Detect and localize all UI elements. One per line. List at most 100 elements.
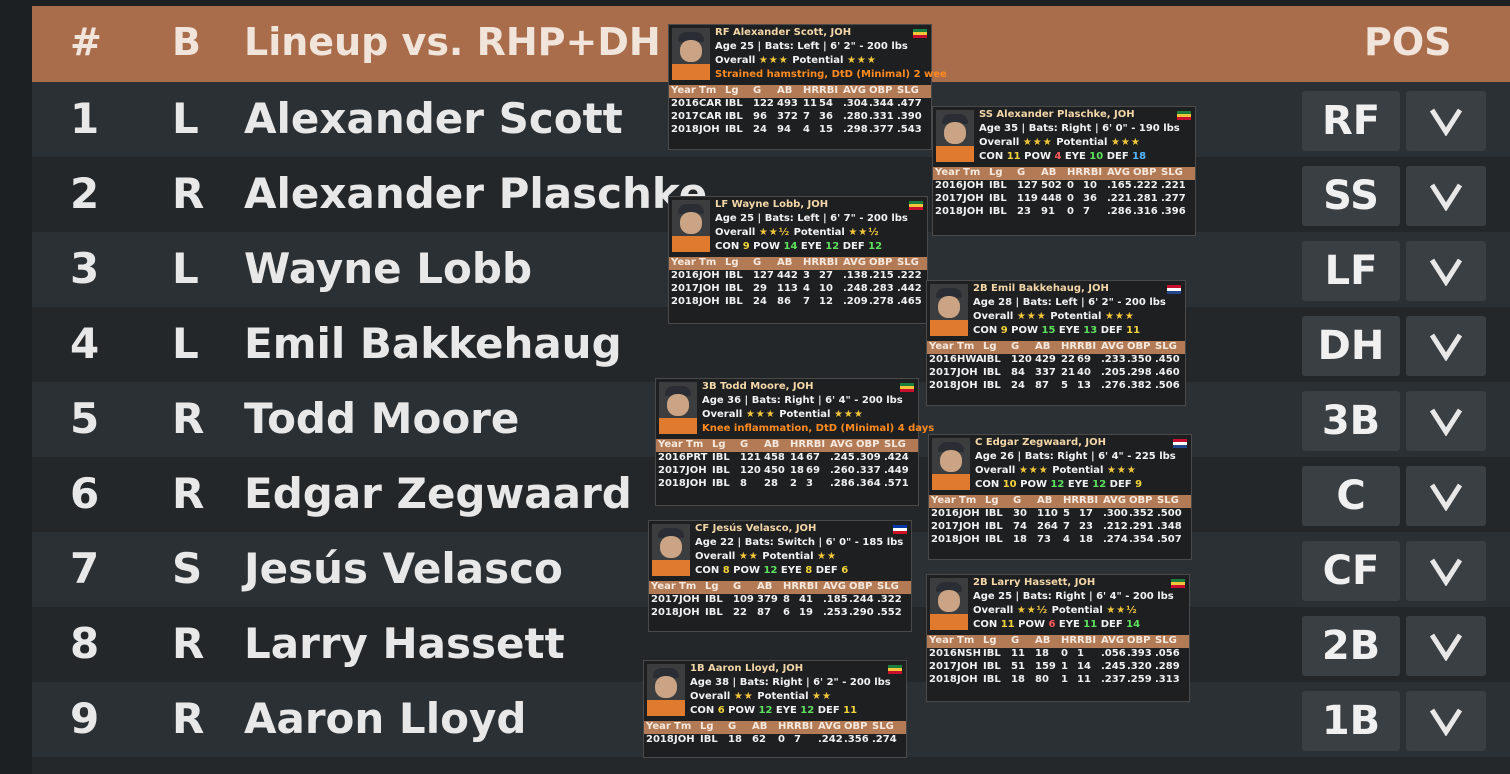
stats-cell: 7: [1083, 206, 1090, 217]
position-value[interactable]: CF: [1302, 541, 1400, 601]
stats-cell: 51: [1011, 661, 1025, 672]
stats-header-row: Year Tm Lg G AB HR RBI AVG OBP SLG: [669, 257, 927, 270]
position-value[interactable]: LF: [1302, 241, 1400, 301]
stats-header-g: G: [1011, 635, 1020, 646]
lineup-row[interactable]: 4 L Emil Bakkehaug DH: [32, 307, 1510, 382]
position-dropdown-button[interactable]: [1406, 316, 1486, 376]
position-dropdown-button[interactable]: [1406, 166, 1486, 226]
player-name[interactable]: Aaron Lloyd: [244, 694, 527, 743]
stats-header-slg: SLG: [884, 439, 906, 450]
position-value[interactable]: 3B: [1302, 391, 1400, 451]
player-name[interactable]: Jesús Velasco: [244, 544, 563, 593]
pow-label: POW: [1024, 151, 1055, 162]
player-card: C Edgar Zegwaard, JOH Age 26 | Bats: Righ…: [928, 434, 1192, 560]
con-label: CON: [973, 325, 1001, 336]
column-header-number[interactable]: #: [70, 20, 102, 64]
stats-cell: 2016: [658, 452, 686, 463]
column-header-position[interactable]: POS: [1364, 20, 1452, 64]
stats-cell: .377: [869, 124, 894, 135]
stats-cell: 3: [803, 270, 810, 281]
stats-cell: .056: [1101, 648, 1126, 659]
stats-cell: 1: [1077, 648, 1084, 659]
stats-cell: IBL: [725, 270, 743, 281]
stats-cell: .222: [1133, 180, 1158, 191]
stats-cell: JOH: [959, 534, 980, 545]
position-dropdown-button[interactable]: [1406, 616, 1486, 676]
stats-cell: 12: [819, 296, 833, 307]
def-value: 12: [868, 241, 883, 252]
overall-label: Overall: [973, 311, 1017, 322]
stats-header-hr: HR: [803, 85, 820, 96]
card-bio: Age 38 | Bats: Right | 6' 2" - 200 lbs: [690, 677, 891, 688]
player-name[interactable]: Edgar Zegwaard: [244, 469, 632, 518]
stats-cell: 28: [764, 478, 778, 489]
stats-cell: .138: [843, 270, 868, 281]
stats-cell: .316: [1133, 206, 1158, 217]
stats-header-obp: OBP: [869, 85, 893, 96]
chevron-down-icon: [1429, 633, 1463, 661]
def-label: DEF: [1109, 479, 1136, 490]
position-value[interactable]: 2B: [1302, 616, 1400, 676]
stats-cell: HWA: [957, 354, 984, 365]
player-name[interactable]: Todd Moore: [244, 394, 520, 443]
stats-cell: 448: [1041, 193, 1062, 204]
stats-cell: 2017: [658, 465, 686, 476]
stats-row: 2017 JOH IBL 74 264 7 23 .212.291.348: [929, 521, 1191, 534]
overall-label: Overall: [702, 409, 746, 420]
stats-cell: .233: [1101, 354, 1126, 365]
stats-row: 2017 JOH IBL 119 448 0 36 .221.281.277: [933, 193, 1195, 206]
stats-header-rbi: RBI: [1079, 495, 1099, 506]
position-dropdown-button[interactable]: [1406, 691, 1486, 751]
card-ratings: Overall ★★★ Potential ★★★: [702, 409, 864, 420]
def-label: DEF: [815, 565, 842, 576]
player-card: 3B Todd Moore, JOH Age 36 | Bats: Right |…: [655, 378, 934, 506]
stats-header-row: Year Tm Lg G AB HR RBI AVG OBP SLG: [649, 581, 911, 594]
stats-cell: NSH: [957, 648, 981, 659]
position-dropdown-button[interactable]: [1406, 541, 1486, 601]
stats-header-lg: Lg: [989, 167, 1003, 178]
stats-cell: 18: [728, 734, 742, 745]
pow-label: POW: [733, 565, 764, 576]
overall-label: Overall: [690, 691, 734, 702]
stats-cell: 2016: [929, 354, 957, 365]
stats-header-year: Year: [651, 581, 676, 592]
stats-cell: 27: [819, 270, 833, 281]
player-card: RF Alexander Scott, JOH Age 25 | Bats: Le…: [668, 24, 947, 150]
position-value[interactable]: DH: [1302, 316, 1400, 376]
stats-cell: IBL: [712, 465, 730, 476]
card-tools: CON 6 POW 12 EYE 12 DEF 11: [690, 705, 857, 716]
card-title: LF Wayne Lobb, JOH: [715, 199, 829, 210]
stats-header-hr: HR: [803, 257, 820, 268]
card-title: 1B Aaron Lloyd, JOH: [690, 663, 804, 674]
position-value[interactable]: RF: [1302, 91, 1400, 151]
country-flag-icon: [913, 29, 927, 38]
position-dropdown-button[interactable]: [1406, 91, 1486, 151]
player-name[interactable]: Larry Hassett: [244, 619, 565, 668]
overall-label: Overall: [715, 55, 759, 66]
card-tools: CON 9 POW 14 EYE 12 DEF 12: [715, 241, 882, 252]
stats-cell: 120: [1011, 354, 1032, 365]
stats-cell: .244: [849, 594, 874, 605]
position-value[interactable]: 1B: [1302, 691, 1400, 751]
position-dropdown-button[interactable]: [1406, 391, 1486, 451]
stats-header-lg: Lg: [705, 581, 719, 592]
pow-value: 12: [758, 705, 776, 716]
player-name[interactable]: Emil Bakkehaug: [244, 319, 622, 368]
player-name[interactable]: Wayne Lobb: [244, 244, 533, 293]
jersey-shape: [672, 236, 710, 252]
stats-cell: .260: [830, 465, 855, 476]
player-name[interactable]: Alexander Plaschke: [244, 169, 708, 218]
stats-cell: 119: [1017, 193, 1038, 204]
stats-cell: 113: [777, 283, 798, 294]
position-value[interactable]: SS: [1302, 166, 1400, 226]
batting-order: 9: [70, 694, 100, 743]
face-shape: [938, 296, 960, 318]
position-value[interactable]: C: [1302, 466, 1400, 526]
position-dropdown-button[interactable]: [1406, 241, 1486, 301]
position-dropdown-button[interactable]: [1406, 466, 1486, 526]
stats-cell: JOH: [686, 465, 707, 476]
stats-cell: .500: [1157, 508, 1182, 519]
player-name[interactable]: Alexander Scott: [244, 94, 623, 143]
stats-header-g: G: [1013, 495, 1022, 506]
column-header-bats[interactable]: B: [172, 20, 201, 64]
